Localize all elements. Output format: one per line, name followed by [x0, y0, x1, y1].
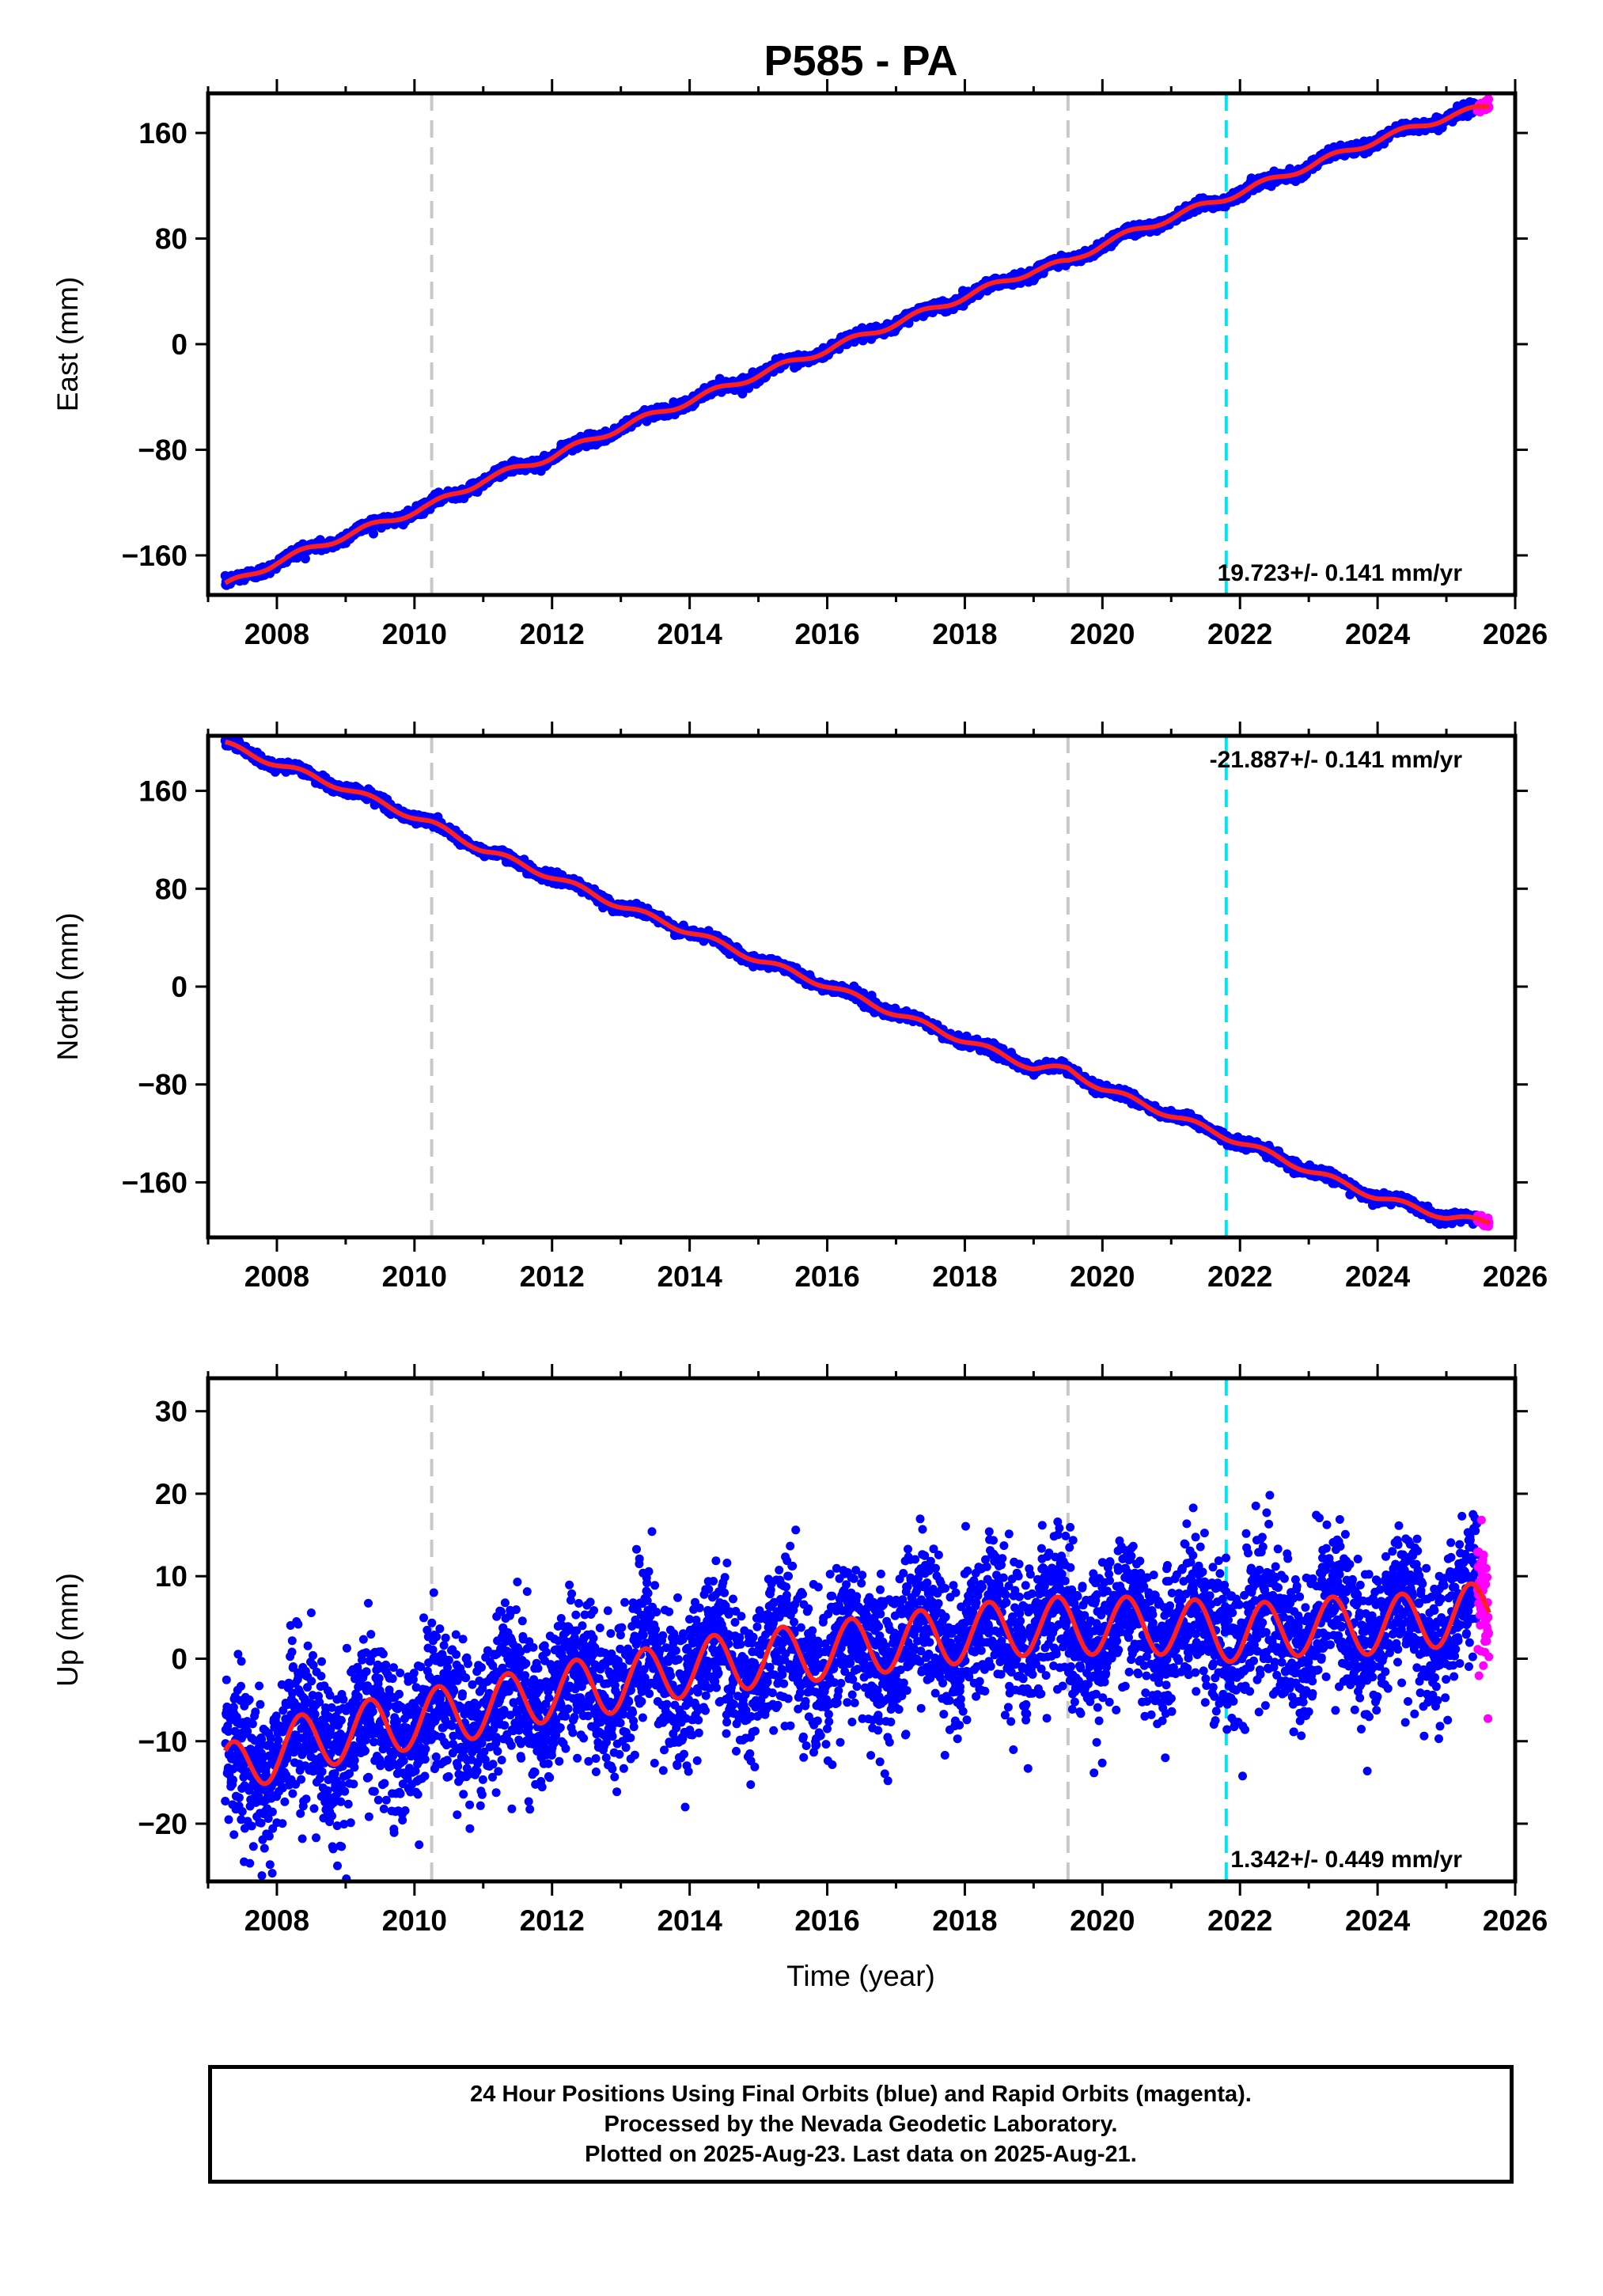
- x-tick-label: 2012: [520, 618, 585, 650]
- chart-title: P585 - PA: [764, 37, 957, 85]
- x-tick-label: 2026: [1483, 618, 1548, 650]
- x-tick-label: 2018: [932, 618, 997, 650]
- x-tick-label: 2022: [1207, 618, 1272, 650]
- x-tick-label: 2014: [657, 618, 722, 650]
- plot-area-east: [220, 93, 1494, 595]
- y-tick-label: −80: [138, 434, 188, 466]
- final-orbit-point: [369, 529, 378, 539]
- y-tick-label: −160: [122, 540, 188, 572]
- x-tick-label: 2020: [1070, 618, 1135, 650]
- x-tick-label: 2016: [794, 618, 859, 650]
- data-points-north: [220, 736, 1494, 1231]
- panels-layer: −160 −80 0 80 160 East (mm) 2008 2010 2012 2014 20…: [51, 79, 1548, 1937]
- y-axis-label: East (mm): [51, 277, 84, 412]
- plot-area-north: [220, 736, 1494, 1237]
- x-tick-label: 2008: [244, 618, 309, 650]
- y-tick-label: 160: [138, 117, 188, 150]
- panel-east: −160 −80 0 80 160 East (mm) 2008 2010 2012 2014 20…: [51, 79, 1548, 650]
- x-tick-label: 2010: [382, 618, 447, 650]
- x-tick-label: 2024: [1345, 618, 1411, 650]
- y-tick-label: 0: [171, 328, 188, 361]
- rate-label: 19.723+/- 0.141 mm/yr: [1218, 560, 1463, 586]
- y-tick-label: 80: [155, 223, 188, 256]
- final-orbit-point: [300, 554, 310, 564]
